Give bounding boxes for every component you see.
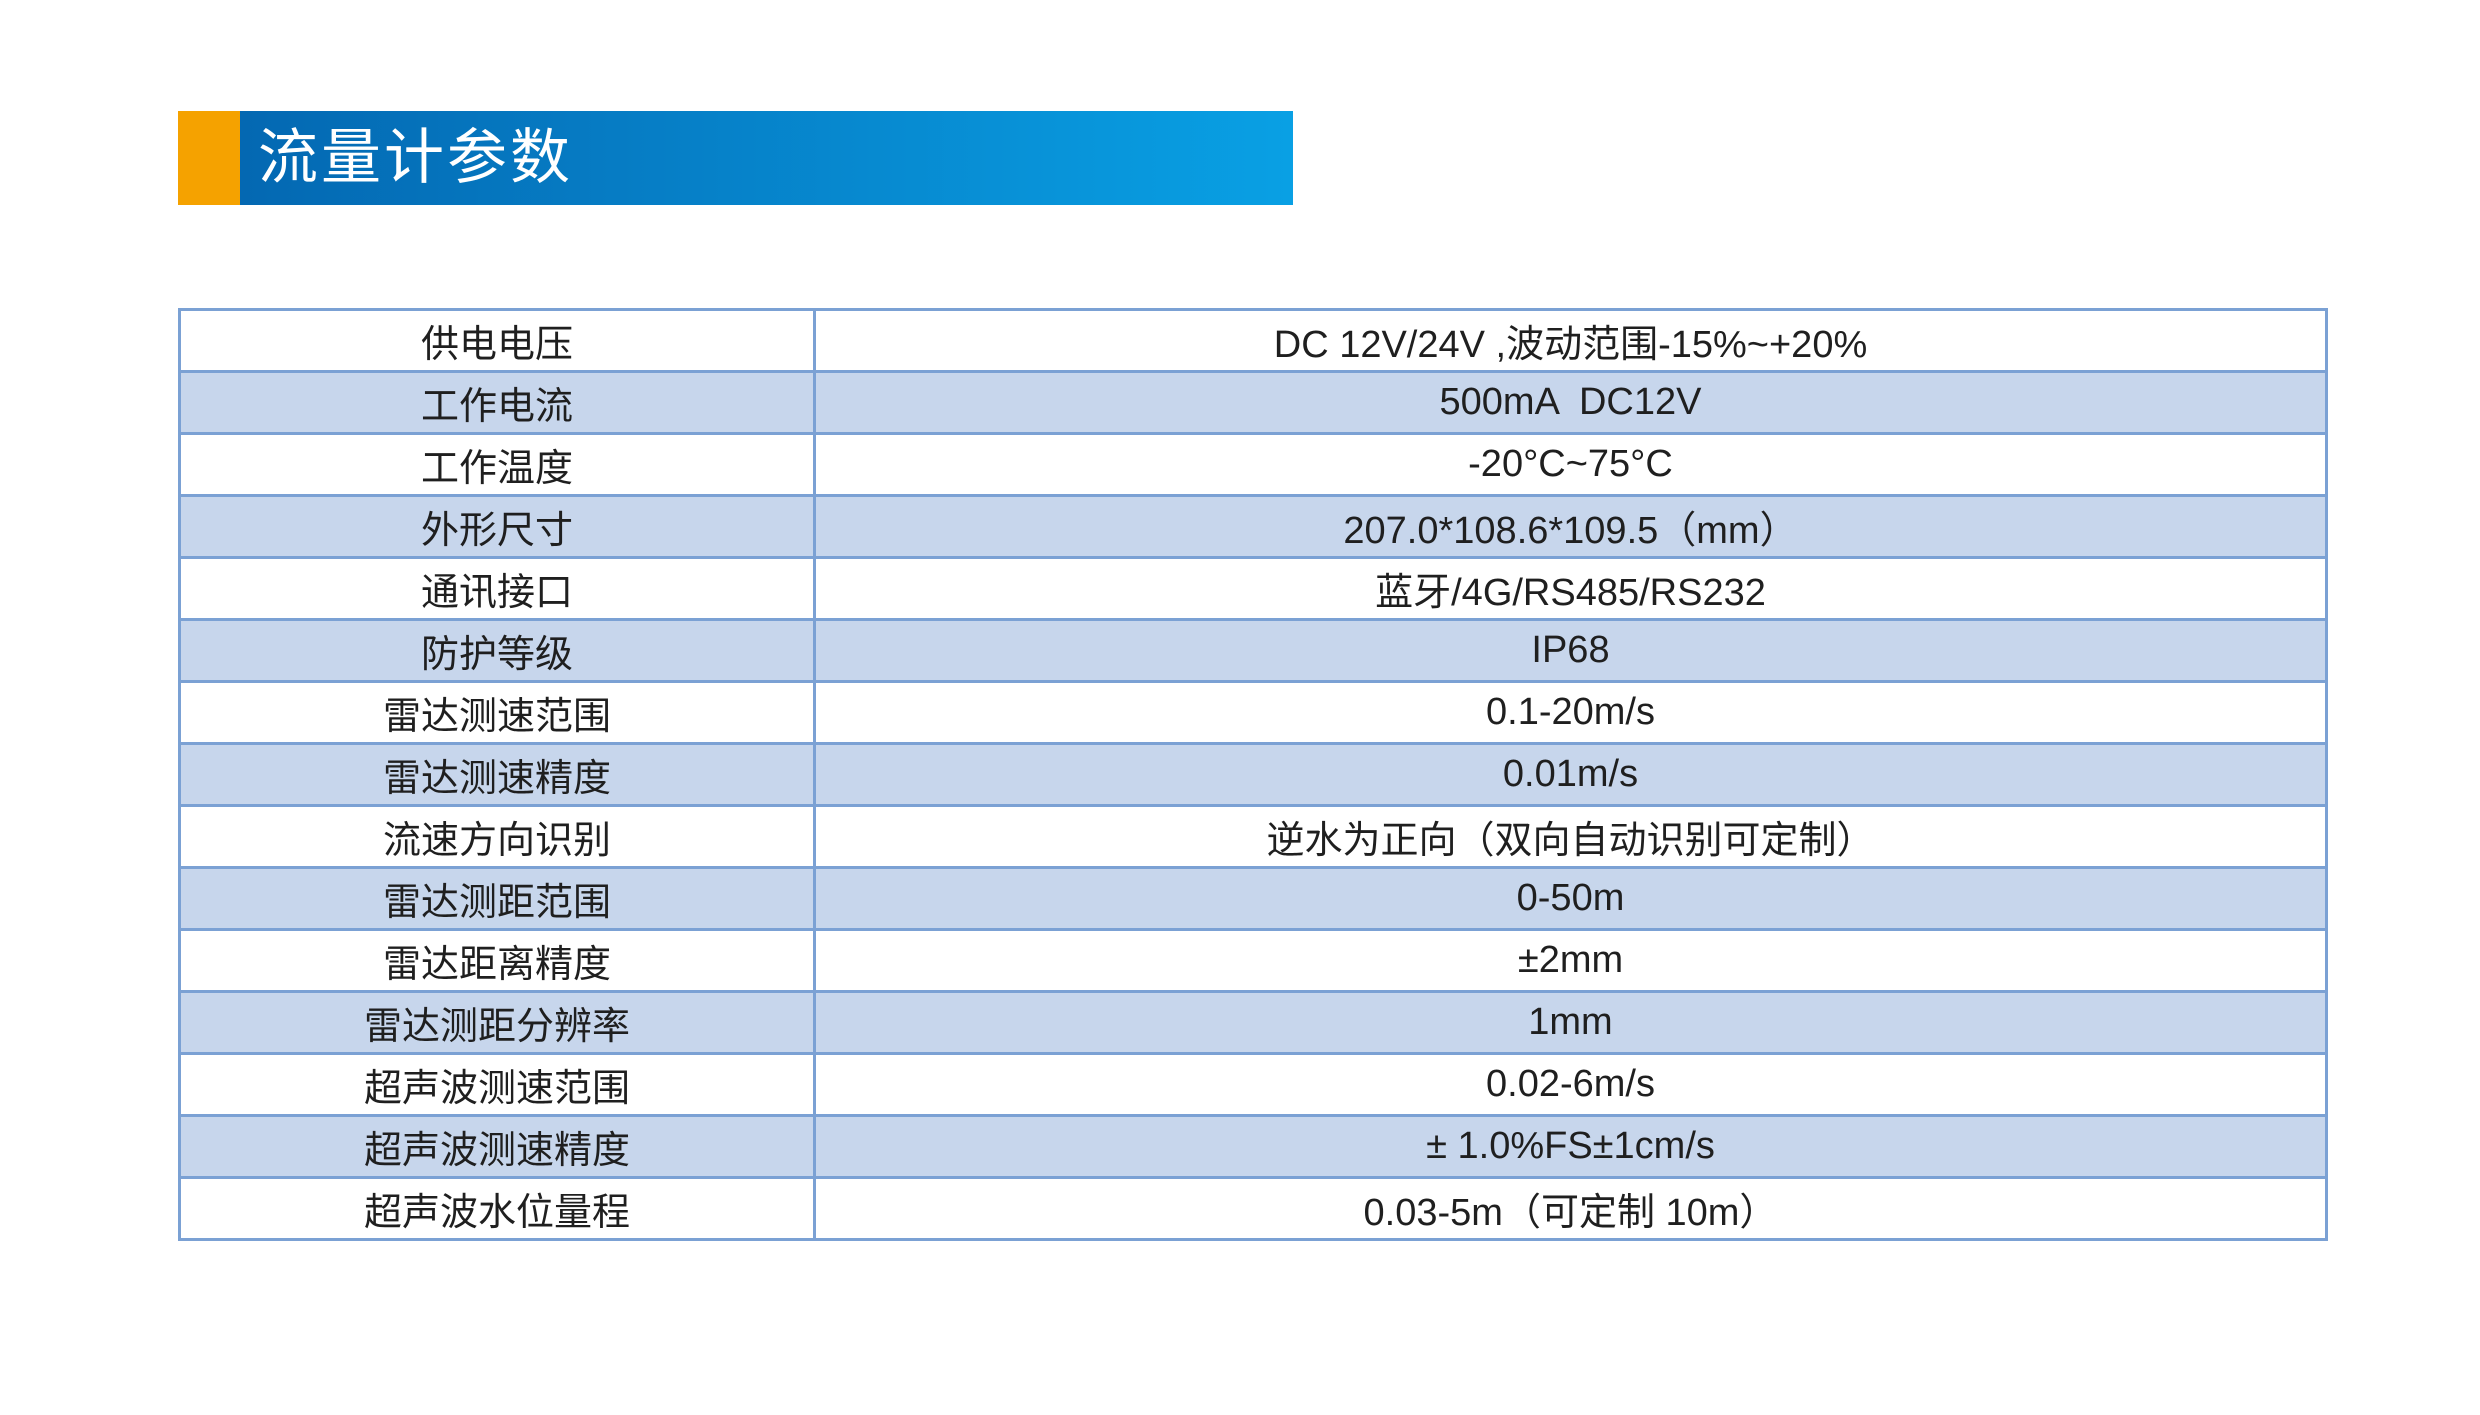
table-row: 工作温度 -20°C~75°C <box>178 432 2328 497</box>
param-value: 0.01m/s <box>813 742 2328 807</box>
param-value: 1mm <box>813 990 2328 1055</box>
param-label: 雷达测距分辨率 <box>178 990 816 1055</box>
param-value: -20°C~75°C <box>813 432 2328 497</box>
param-label: 防护等级 <box>178 618 816 683</box>
param-label: 工作电流 <box>178 370 816 435</box>
param-value: 逆水为正向（双向自动识别可定制） <box>813 804 2328 869</box>
table-row: 流速方向识别 逆水为正向（双向自动识别可定制） <box>178 804 2328 869</box>
table-row: 雷达测速精度 0.01m/s <box>178 742 2328 807</box>
param-value: 0-50m <box>813 866 2328 931</box>
param-label: 流速方向识别 <box>178 804 816 869</box>
orange-accent-block <box>178 111 240 205</box>
table-row: 雷达测速范围 0.1-20m/s <box>178 680 2328 745</box>
param-label: 雷达测速范围 <box>178 680 816 745</box>
param-value: 0.1-20m/s <box>813 680 2328 745</box>
param-label: 超声波水位量程 <box>178 1176 816 1241</box>
table-row: 通讯接口 蓝牙/4G/RS485/RS232 <box>178 556 2328 621</box>
param-label: 雷达测距范围 <box>178 866 816 931</box>
param-value: DC 12V/24V ,波动范围-15%~+20% <box>813 308 2328 373</box>
param-value: ±2mm <box>813 928 2328 993</box>
param-label: 超声波测速精度 <box>178 1114 816 1179</box>
param-label: 供电电压 <box>178 308 816 373</box>
table-row: 雷达测距分辨率 1mm <box>178 990 2328 1055</box>
param-label: 雷达测速精度 <box>178 742 816 807</box>
param-value: 500mA DC12V <box>813 370 2328 435</box>
table-row: 供电电压 DC 12V/24V ,波动范围-15%~+20% <box>178 308 2328 373</box>
param-value: 0.03-5m（可定制 10m） <box>813 1176 2328 1241</box>
title-gradient-bar: 流量计参数 <box>240 111 1293 205</box>
param-label: 超声波测速范围 <box>178 1052 816 1117</box>
param-label: 工作温度 <box>178 432 816 497</box>
table-row: 超声波测速精度 ± 1.0%FS±1cm/s <box>178 1114 2328 1179</box>
spec-table: 供电电压 DC 12V/24V ,波动范围-15%~+20% 工作电流 500m… <box>178 308 2328 1241</box>
param-label: 雷达距离精度 <box>178 928 816 993</box>
param-label: 通讯接口 <box>178 556 816 621</box>
param-value: 0.02-6m/s <box>813 1052 2328 1117</box>
param-label: 外形尺寸 <box>178 494 816 559</box>
table-row: 雷达测距范围 0-50m <box>178 866 2328 931</box>
table-row: 超声波水位量程 0.03-5m（可定制 10m） <box>178 1176 2328 1241</box>
param-value: IP68 <box>813 618 2328 683</box>
section-title: 流量计参数 <box>258 124 573 191</box>
table-row: 雷达距离精度 ±2mm <box>178 928 2328 993</box>
table-row: 超声波测速范围 0.02-6m/s <box>178 1052 2328 1117</box>
table-row: 工作电流 500mA DC12V <box>178 370 2328 435</box>
param-value: ± 1.0%FS±1cm/s <box>813 1114 2328 1179</box>
param-value: 蓝牙/4G/RS485/RS232 <box>813 556 2328 621</box>
table-row: 防护等级 IP68 <box>178 618 2328 683</box>
param-value: 207.0*108.6*109.5（mm） <box>813 494 2328 559</box>
table-row: 外形尺寸 207.0*108.6*109.5（mm） <box>178 494 2328 559</box>
spec-table-body: 供电电压 DC 12V/24V ,波动范围-15%~+20% 工作电流 500m… <box>178 308 2328 1241</box>
